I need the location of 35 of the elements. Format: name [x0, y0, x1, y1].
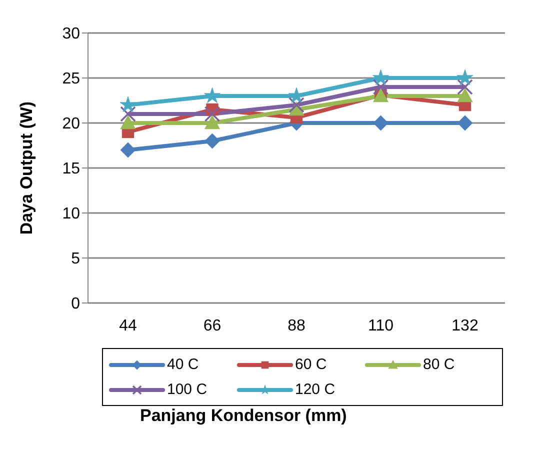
- y-tick-label: 0: [71, 296, 80, 313]
- y-tick-label: 30: [62, 26, 80, 43]
- y-tick-label: 20: [62, 116, 80, 133]
- point: [372, 79, 389, 95]
- legend-label: 60 C: [295, 356, 327, 373]
- point: [288, 97, 304, 113]
- x-tick-label: 88: [288, 317, 306, 334]
- point: [457, 79, 473, 95]
- x-tick-label: 66: [203, 317, 222, 334]
- x-tick-label: 44: [119, 317, 137, 334]
- point: [204, 116, 220, 130]
- y-tick-label: 10: [62, 206, 80, 223]
- x-tick-label: 132: [452, 317, 478, 334]
- legend-label: 40 C: [167, 356, 199, 373]
- point: [204, 87, 220, 104]
- y-tick-label: 25: [62, 70, 80, 88]
- point: [120, 142, 136, 158]
- legend-label: 120 C: [295, 381, 336, 398]
- point: [373, 116, 388, 130]
- point: [204, 134, 220, 148]
- y-tick-label: 15: [62, 160, 80, 178]
- point: [120, 116, 136, 130]
- point: [120, 96, 136, 112]
- point: [204, 106, 220, 122]
- point: [372, 69, 389, 86]
- point: [456, 69, 474, 86]
- point: [458, 88, 472, 102]
- point: [120, 106, 136, 122]
- y-axis-title: Daya Output (W): [17, 101, 36, 235]
- legend-label: 80 C: [423, 356, 455, 373]
- legend-label: 100 C: [167, 381, 208, 398]
- y-tick-label: 5: [71, 250, 80, 268]
- point: [458, 116, 472, 130]
- x-axis-title: Panjang Kondensor (mm): [140, 406, 347, 425]
- x-tick-label: 110: [368, 317, 394, 334]
